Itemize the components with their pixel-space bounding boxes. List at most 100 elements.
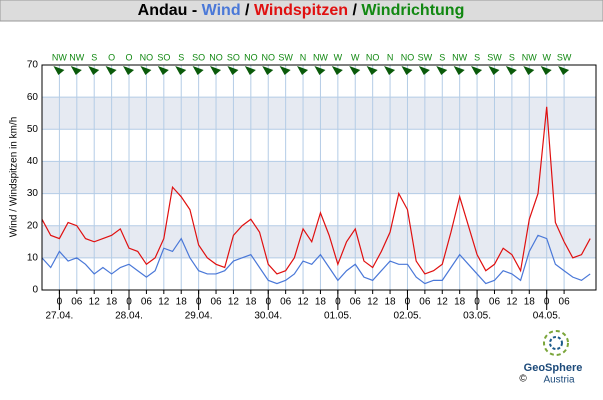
direction-arrow [366,66,378,75]
direction-arrow [558,66,570,75]
direction-label: NO [261,52,275,62]
x-tick-label: 06 [141,297,153,308]
x-tick-label: 12 [367,297,379,308]
y-tick-label: 50 [27,124,39,135]
direction-arrow [53,66,65,75]
grid-band [42,161,596,194]
direction-label: NW [52,52,67,62]
copyright: © [519,374,527,385]
direction-label: W [351,52,360,62]
direction-label: SO [157,52,170,62]
y-tick-label: 20 [27,220,39,231]
direction-label: SW [418,52,433,62]
direction-arrow [349,66,361,75]
x-tick-label: 12 [228,297,240,308]
direction-arrow [471,66,483,75]
x-tick-label: 06 [419,297,431,308]
chart-title: Andau - Wind / Windspitzen / Windrichtun… [138,2,465,19]
y-tick-label: 10 [27,252,39,263]
direction-arrow [227,66,239,75]
direction-label: NW [313,52,328,62]
direction-arrow [523,66,535,75]
direction-label: NO [209,52,223,62]
direction-label: SW [487,52,502,62]
direction-arrow [88,66,100,75]
y-tick-label: 0 [32,285,38,296]
direction-label: S [474,52,480,62]
logo-icon [543,330,569,356]
direction-label: S [178,52,184,62]
y-axis-label: Wind / Windspitzen in km/h [9,117,20,238]
title-wind: Wind [202,2,241,19]
direction-label: NO [366,52,380,62]
direction-label: NO [140,52,154,62]
direction-label: S [509,52,515,62]
direction-arrow [140,66,152,75]
grid-band [42,97,596,130]
grid-band [42,225,596,258]
title-station: Andau - [138,2,198,19]
direction-label: S [439,52,445,62]
direction-arrow [157,66,169,75]
direction-arrow [105,66,117,75]
date-label: 04.05. [533,311,561,322]
direction-label: NW [522,52,537,62]
x-tick-label: 06 [71,297,83,308]
direction-arrow [453,66,465,75]
date-label: 27.04. [45,311,73,322]
date-label: 01.05. [324,311,352,322]
x-tick-label: 06 [280,297,292,308]
x-tick-label: 18 [524,297,536,308]
direction-arrow [331,66,343,75]
direction-label: S [91,52,97,62]
x-tick-label: 18 [315,297,327,308]
title-separator: / [352,2,357,19]
series-line [41,234,591,285]
direction-arrow [401,66,413,75]
direction-label: NW [69,52,84,62]
direction-label: O [108,52,115,62]
direction-label: SO [192,52,205,62]
date-label: 03.05. [463,311,491,322]
title-gusts: Windspitzen [254,2,348,19]
direction-arrow [123,66,135,75]
direction-arrow [279,66,291,75]
x-tick-label: 12 [297,297,309,308]
logo-name: GeoSphere [524,362,583,374]
direction-label: SO [227,52,240,62]
x-tick-label: 18 [176,297,188,308]
x-tick-label: 06 [210,297,222,308]
direction-arrow [505,66,517,75]
direction-arrow [70,66,82,75]
y-tick-label: 30 [27,188,39,199]
x-tick-label: 18 [385,297,397,308]
title-bar [0,0,603,22]
series-line [41,106,591,275]
direction-arrow [436,66,448,75]
x-tick-label: 18 [106,297,118,308]
title-direction: Windrichtung [361,2,464,19]
logo-sub: Austria [543,375,575,386]
x-tick-label: 12 [437,297,449,308]
direction-label: SW [557,52,572,62]
direction-arrow [384,66,396,75]
x-tick-label: 06 [489,297,501,308]
date-label: 30.04. [254,311,282,322]
direction-arrow [192,66,204,75]
direction-label: W [334,52,343,62]
x-tick-label: 18 [245,297,257,308]
direction-label: N [300,52,307,62]
direction-label: NO [244,52,258,62]
logo: GeoSphere Austria © [519,330,583,386]
x-tick-label: 18 [454,297,466,308]
date-label: 29.04. [185,311,213,322]
x-tick-label: 06 [350,297,362,308]
direction-label: NO [401,52,415,62]
date-label: 28.04. [115,311,143,322]
direction-label: N [387,52,394,62]
y-tick-label: 60 [27,92,39,103]
x-tick-label: 12 [158,297,170,308]
direction-arrow [314,66,326,75]
direction-arrow [297,66,309,75]
